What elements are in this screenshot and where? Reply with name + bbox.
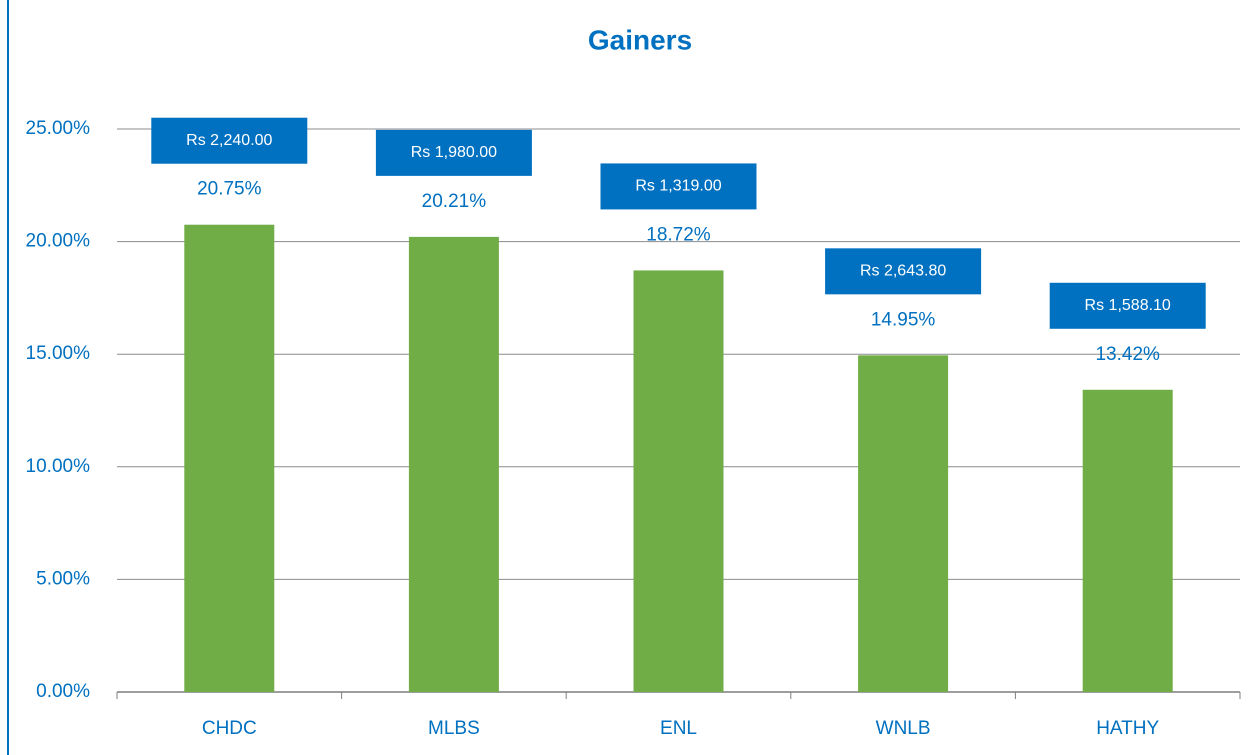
y-tick-label: 0.00% [36,681,90,702]
price-box [825,248,982,295]
y-tick-label: 20.00% [26,231,91,252]
x-tick-label: MLBS [428,718,480,739]
price-label: Rs 2,643.80 [860,263,946,280]
bar [633,270,724,692]
x-tick-label: WNLB [876,718,931,739]
price-box [1049,282,1206,329]
price-label: Rs 1,980.00 [411,144,497,161]
bar [1082,389,1173,692]
y-tick-label: 5.00% [36,568,90,589]
x-tick-label: HATHY [1096,718,1159,739]
y-tick-label: 10.00% [26,456,91,477]
value-label: 18.72% [646,224,711,245]
y-tick-label: 25.00% [26,118,91,139]
price-label: Rs 1,319.00 [635,178,721,195]
bar [184,224,275,692]
price-box [600,163,757,210]
bar [858,355,949,692]
price-label: Rs 2,240.00 [186,132,272,149]
value-label: 13.42% [1095,344,1160,365]
x-tick-label: ENL [660,718,697,739]
value-label: 20.21% [422,191,487,212]
price-label: Rs 1,588.10 [1085,297,1171,314]
bar [408,236,499,693]
x-tick-label: CHDC [202,718,257,739]
price-box [375,129,532,176]
y-tick-label: 15.00% [26,343,91,364]
chart-title: Gainers [588,24,692,55]
price-box [151,117,308,164]
value-label: 14.95% [871,309,936,330]
value-label: 20.75% [197,179,262,200]
